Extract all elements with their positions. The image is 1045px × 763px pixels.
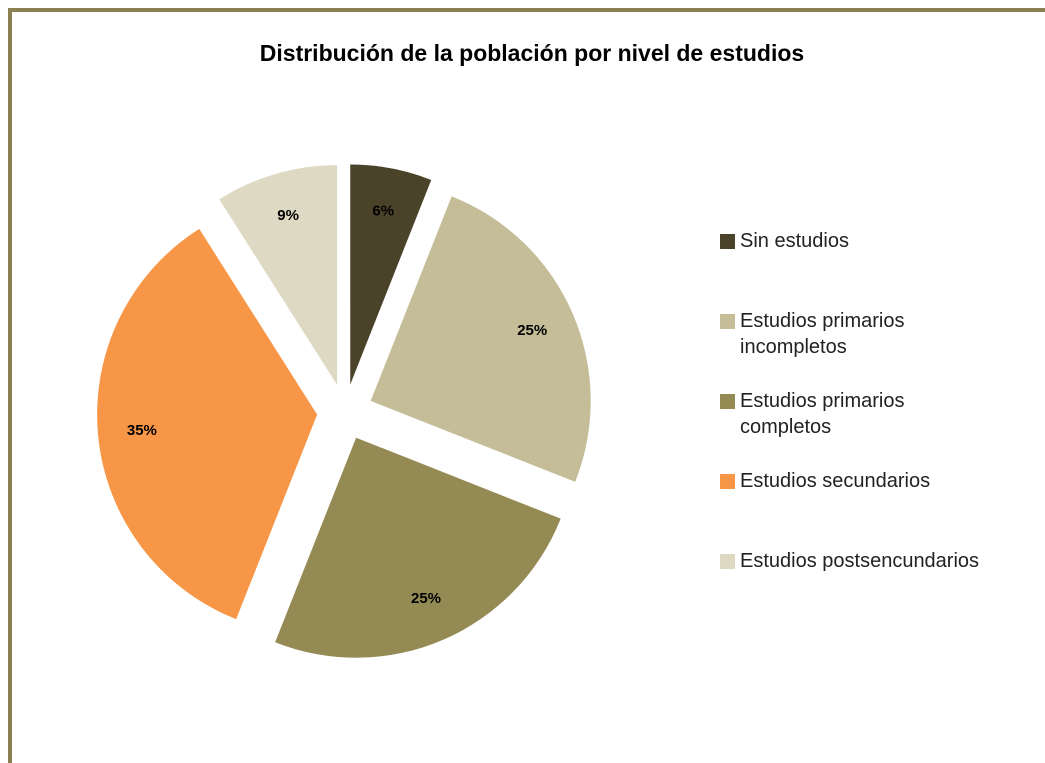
legend-label: Estudios postsencundarios (740, 550, 980, 572)
legend-item: Estudios secundarios (720, 468, 1000, 548)
chart-title: Distribución de la población por nivel d… (260, 40, 804, 66)
pie-slice (97, 228, 318, 620)
pie-slice (275, 437, 561, 658)
legend-swatch (720, 314, 735, 329)
legend-item: Estudios primarios completos (720, 388, 1000, 468)
legend-swatch (720, 394, 735, 409)
legend-label: Sin estudios (740, 230, 849, 252)
data-label: 35% (127, 422, 157, 439)
legend-label: Estudios primarios incompletos (740, 310, 905, 358)
legend-swatch (720, 234, 735, 249)
pie-slice (370, 196, 591, 482)
legend-swatch (720, 474, 735, 489)
legend: Sin estudios Estudios primarios incomplet… (720, 228, 1040, 628)
legend-item: Estudios postsencundarios (720, 548, 1000, 628)
data-label: 25% (517, 322, 547, 339)
legend-item: Sin estudios (720, 228, 1000, 308)
legend-item: Estudios primarios incompletos (720, 308, 1000, 388)
legend-swatch (720, 554, 735, 569)
legend-label: Estudios secundarios (740, 470, 931, 492)
pie-slice (350, 164, 432, 385)
data-label: 25% (411, 590, 441, 607)
legend-label: Estudios primarios completos (740, 390, 905, 438)
data-label: 6% (372, 203, 394, 220)
pie-slice (219, 165, 338, 386)
data-label: 9% (277, 207, 299, 224)
